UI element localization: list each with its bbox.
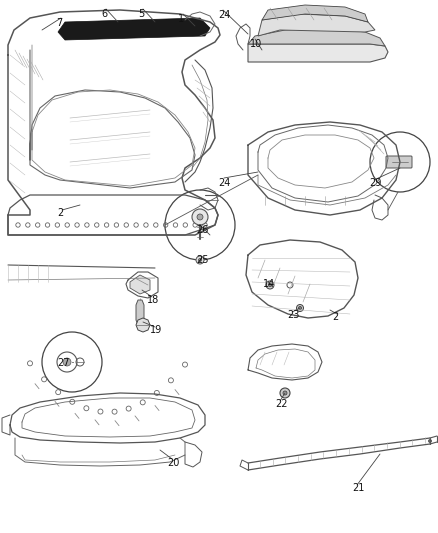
Polygon shape <box>262 5 368 22</box>
Polygon shape <box>136 318 150 332</box>
Text: 29: 29 <box>369 178 381 188</box>
Text: 27: 27 <box>57 358 70 368</box>
Polygon shape <box>58 18 210 40</box>
Circle shape <box>198 259 201 262</box>
Text: 2: 2 <box>332 312 338 322</box>
Text: 25: 25 <box>196 255 208 265</box>
Circle shape <box>428 440 431 442</box>
Text: 23: 23 <box>287 310 300 320</box>
Circle shape <box>283 391 287 395</box>
Circle shape <box>266 281 274 289</box>
Circle shape <box>197 214 203 220</box>
Circle shape <box>196 256 204 264</box>
Text: 22: 22 <box>275 399 287 409</box>
FancyBboxPatch shape <box>386 156 412 168</box>
Text: 24: 24 <box>218 10 230 20</box>
Text: 6: 6 <box>101 9 107 19</box>
Text: 10: 10 <box>250 39 262 49</box>
Polygon shape <box>136 300 144 325</box>
Text: 20: 20 <box>167 458 180 468</box>
Text: 18: 18 <box>147 295 159 305</box>
Polygon shape <box>130 275 150 294</box>
Text: 5: 5 <box>138 9 144 19</box>
Text: 26: 26 <box>196 225 208 235</box>
Circle shape <box>63 358 71 366</box>
Text: 14: 14 <box>263 279 275 289</box>
Circle shape <box>297 304 304 311</box>
Text: 7: 7 <box>56 18 62 28</box>
Circle shape <box>268 284 272 287</box>
Polygon shape <box>248 28 385 46</box>
Polygon shape <box>258 14 375 36</box>
Circle shape <box>299 306 301 310</box>
Text: 21: 21 <box>352 483 364 493</box>
Text: 19: 19 <box>150 325 162 335</box>
Text: 24: 24 <box>218 178 230 188</box>
Text: 2: 2 <box>57 208 63 218</box>
Circle shape <box>192 209 208 225</box>
Text: 1: 1 <box>178 14 184 24</box>
Polygon shape <box>248 44 388 62</box>
Circle shape <box>280 388 290 398</box>
